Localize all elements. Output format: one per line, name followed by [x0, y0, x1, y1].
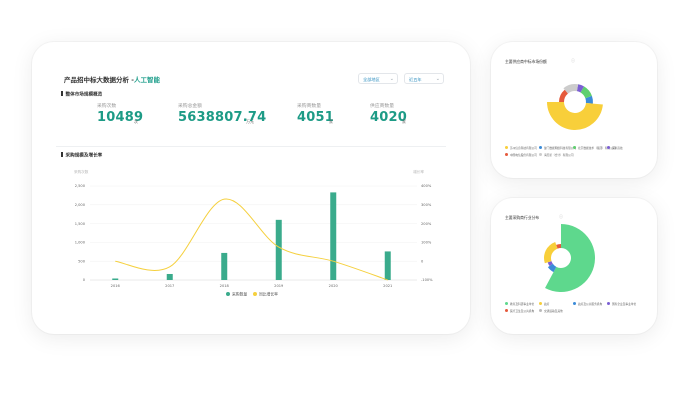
donut-slice [585, 95, 593, 104]
page-title: 产品招中标大数据分析 -人工智能 [64, 76, 160, 84]
buyer-industry-donut [544, 224, 595, 292]
legend-item: 海天星（合计）有限公司 [539, 153, 574, 157]
bar-2016 [112, 278, 119, 280]
trend-section-title: 采购规模及增长率 [61, 152, 103, 159]
legend-item: 中国电信股份有限公司 [505, 153, 537, 157]
legend-item: 教育及科研事业单位 [505, 302, 534, 306]
y2-tick-label: 300% [421, 203, 432, 207]
region-dropdown-label: 全部地区 [363, 77, 380, 82]
y2-tick-label: 200% [421, 222, 432, 226]
left-axis-label: 采购次数 [74, 169, 89, 174]
y-tick-label: 1,500 [75, 222, 86, 226]
y-tick-label: 2,000 [75, 203, 86, 207]
donut-slice [544, 242, 558, 264]
y2-tick-label: 0 [421, 259, 424, 263]
info-icon: ⓘ [571, 58, 575, 63]
kpi-label: 供应商数量 [370, 104, 394, 109]
y-tick-label: 2,500 [75, 184, 86, 188]
donut-slice [545, 224, 595, 292]
x-tick-label: 2021 [383, 284, 392, 288]
y2-tick-label: -100% [421, 278, 433, 282]
legend-item: 深圳高技 [607, 146, 623, 150]
x-tick-label: 2016 [111, 284, 121, 288]
supplier-share-card: 主要供应商中标市场份额 ⓘ 苏州信息科技有限公司 厦门数据网络科技有限公司 北京数据… [491, 42, 657, 178]
chevron-down-icon: ⌄ [389, 76, 394, 82]
kpi-unit: 家 [402, 119, 406, 124]
kpi-value: 5638807.74 [178, 110, 267, 125]
main-dashboard-card: 产品招中标大数据分析 -人工智能 全部地区 ⌄ 近五年 ⌄ 整体市场规模概览 采购次… [32, 42, 470, 334]
legend-item: 医疗卫生及公共机构 [505, 309, 534, 313]
bar-2018 [221, 252, 228, 280]
legend-marker-bar [226, 292, 230, 296]
legend-item: 苏州信息科技有限公司 [505, 146, 537, 150]
kpi-label: 采购次数 [97, 104, 117, 109]
legend-label-bar: 采购数量 [232, 291, 247, 296]
buyer-industry-card: 主要采购商行业分布 ⓘ 教育及科研事业单位 政府 政府及公共服务机构 国有企业及事业单… [491, 198, 657, 334]
purchase-trend-chart: 采购次数 增长率 2,500 400% 2,000 300% 1,500 200% 1,000 1… [74, 169, 433, 296]
legend-label-line: 同比增长率 [259, 291, 278, 296]
legend-item: 交通运输及其他 [539, 309, 563, 313]
y2-tick-label: 400% [421, 184, 432, 188]
kpi-label: 采购商数量 [297, 104, 321, 109]
x-tick-label: 2017 [165, 284, 174, 288]
dashboard-header: 产品招中标大数据分析 -人工智能 全部地区 ⌄ 近五年 ⌄ [56, 71, 448, 89]
buyer-industry-title: 主要采购商行业分布 [505, 215, 540, 220]
donut-slice [563, 84, 579, 94]
donut-slice [576, 84, 584, 93]
legend-marker-line [253, 292, 257, 296]
section-divider [56, 146, 446, 147]
period-dropdown-label: 近五年 [409, 77, 422, 82]
y2-tick-label: 100% [421, 241, 432, 245]
donut-slice [547, 263, 557, 273]
y-tick-label: 1,000 [75, 241, 86, 245]
y-tick-label: 0 [83, 278, 86, 282]
donut-slice [559, 89, 568, 102]
x-tick-label: 2019 [274, 284, 284, 288]
region-dropdown[interactable]: 全部地区 ⌄ [358, 73, 398, 84]
donut-slice [580, 86, 592, 99]
kpi-value: 4051 [297, 110, 334, 125]
x-tick-label: 2018 [220, 284, 230, 288]
kpi-unit: 次 [134, 119, 138, 124]
kpi-unit: 万元 [246, 119, 254, 124]
info-icon: ⓘ [559, 214, 563, 219]
legend-item: 国有企业及事业单位 [607, 302, 636, 306]
y-tick-label: 500 [78, 259, 86, 263]
x-tick-label: 2020 [329, 284, 339, 288]
kpi-label: 采购总金额 [178, 104, 202, 109]
supplier-share-title: 主要供应商中标市场份额 [505, 59, 547, 64]
legend-item: 厦门数据网络科技有限公司 [539, 146, 576, 150]
kpi-unit: 家 [329, 119, 333, 124]
kpi-value: 10489 [97, 110, 144, 125]
donut-slice [547, 261, 553, 267]
right-axis-label: 增长率 [413, 169, 424, 174]
overview-section-title: 整体市场规模概览 [61, 91, 103, 98]
legend-item: 北京数据技术（集团）有限公司 [573, 146, 616, 150]
bar-2021 [384, 251, 391, 280]
legend-item: 政府及公共服务机构 [573, 302, 602, 306]
bar-2020 [330, 192, 337, 280]
period-dropdown[interactable]: 近五年 ⌄ [404, 73, 444, 84]
donut-slice [547, 102, 603, 131]
donut-slice [556, 244, 561, 249]
supplier-share-donut [547, 84, 603, 131]
legend-item: 政府 [539, 302, 549, 306]
bar-2019 [275, 219, 282, 280]
title-accent: 人工智能 [133, 76, 160, 84]
growth-rate-line [115, 198, 388, 281]
chevron-down-icon: ⌄ [435, 76, 440, 82]
bar-2017 [166, 273, 173, 280]
kpi-value: 4020 [370, 110, 407, 125]
